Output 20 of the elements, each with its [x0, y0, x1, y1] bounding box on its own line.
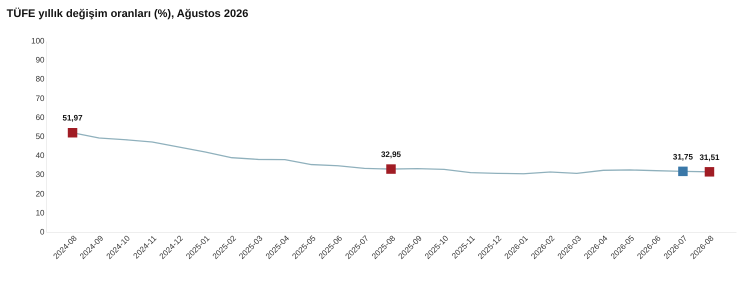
y-tick-label: 0	[40, 228, 46, 236]
y-tick-label: 10	[36, 208, 46, 218]
point	[678, 166, 688, 176]
y-tick-label: 80	[36, 74, 46, 84]
chart-title: TÜFE yıllık değişim oranları (%), Ağustos 2026	[6, 7, 248, 20]
data-label: 31,51	[699, 152, 720, 162]
y-tick-label: 60	[36, 112, 46, 122]
y-tick-label: 100	[31, 36, 46, 46]
y-tick-label: 70	[36, 94, 46, 103]
point	[704, 167, 714, 177]
y-tick-label: 90	[36, 56, 46, 65]
y-tick-label: 40	[36, 151, 46, 160]
data-label: 51,97	[62, 114, 84, 123]
point	[68, 128, 78, 138]
y-tick-label: 50	[36, 132, 46, 141]
point	[386, 164, 396, 174]
y-tick-label: 30	[36, 170, 46, 180]
data-label: 32,95	[380, 150, 402, 160]
y-tick-label: 20	[36, 189, 46, 198]
data-label: 31,75	[672, 152, 694, 162]
